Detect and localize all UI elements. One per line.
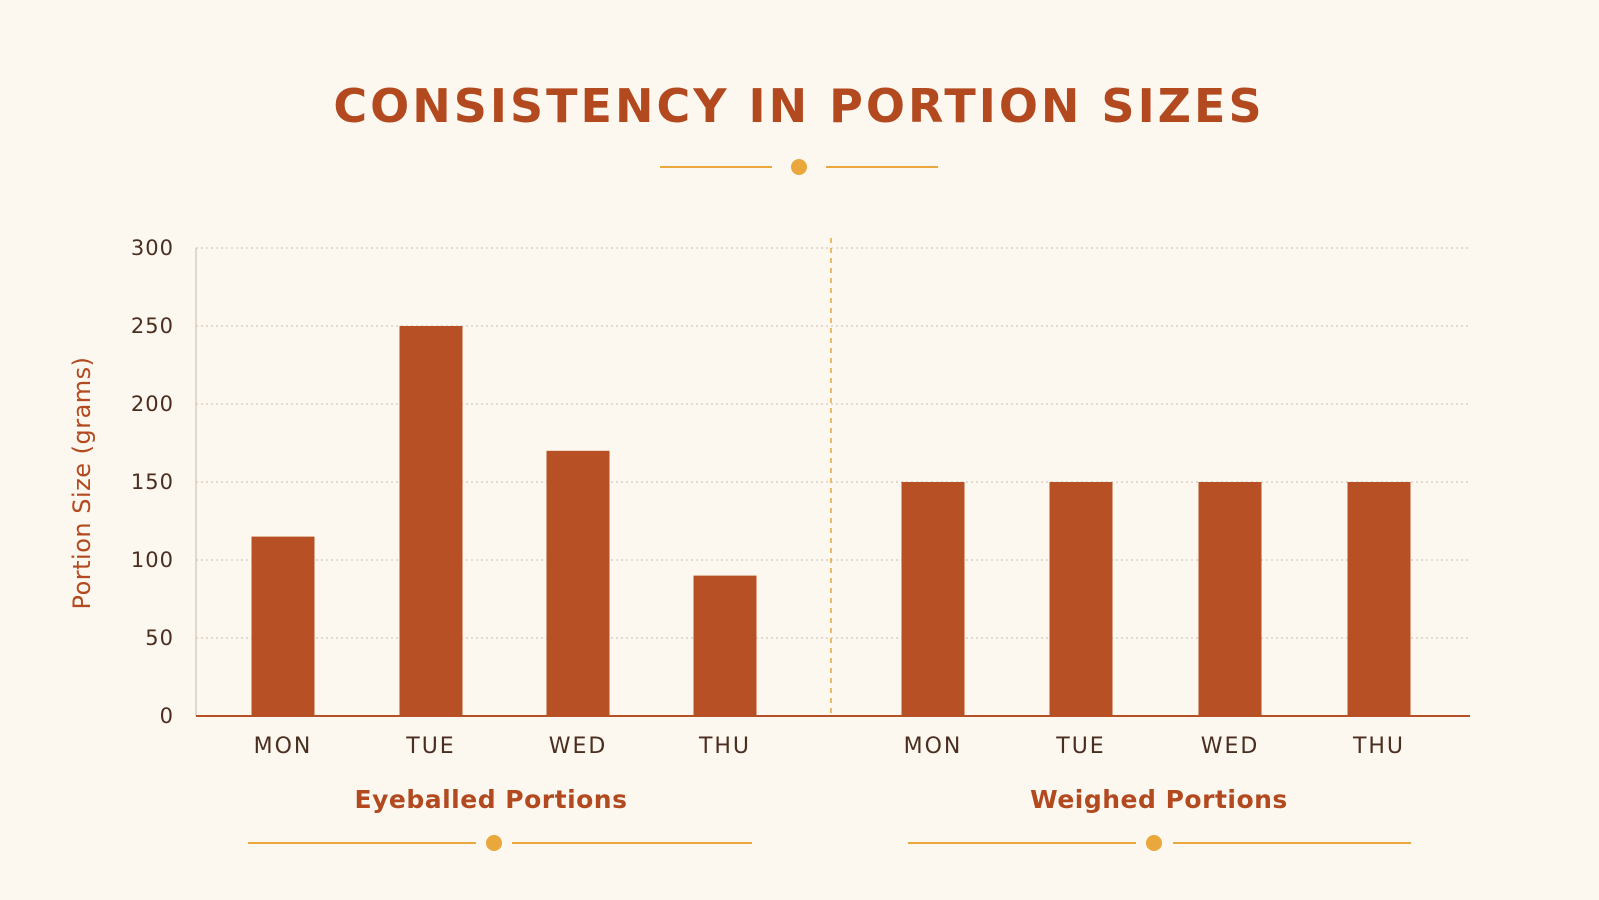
x-axis-category-labels: MON TUE WED THU MON TUE WED THU (254, 734, 1405, 759)
bar (901, 482, 965, 716)
chart-title: CONSISTENCY IN PORTION SIZES (333, 79, 1264, 133)
x-category-label: THU (1352, 734, 1405, 759)
gridlines (196, 247, 1470, 639)
bars (251, 326, 1411, 716)
group-ornament-dot (1146, 835, 1162, 851)
bar (1049, 482, 1113, 716)
x-category-label: WED (1201, 734, 1260, 759)
x-category-label: MON (254, 734, 313, 759)
group-ornament-dot (486, 835, 502, 851)
group-labels: Eyeballed Portions Weighed Portions (248, 785, 1411, 851)
x-category-label: TUE (1055, 734, 1105, 759)
y-tick-label: 150 (131, 470, 174, 494)
y-tick-label: 0 (160, 704, 174, 728)
group-label: Weighed Portions (1030, 785, 1288, 814)
y-tick-label: 200 (131, 392, 174, 416)
y-axis-label: Portion Size (grams) (68, 356, 96, 609)
x-category-label: MON (904, 734, 963, 759)
title-ornament-dot (791, 159, 807, 175)
y-tick-label: 300 (131, 236, 174, 260)
title-ornament (660, 159, 938, 175)
x-category-label: WED (549, 734, 608, 759)
y-tick-label: 50 (145, 626, 174, 650)
bar (546, 450, 610, 716)
group-label: Eyeballed Portions (355, 785, 628, 814)
bar (1347, 482, 1411, 716)
y-tick-label: 100 (131, 548, 174, 572)
x-category-label: THU (698, 734, 751, 759)
y-axis-ticks: 0 50 100 150 200 250 300 (131, 236, 174, 728)
y-tick-label: 250 (131, 314, 174, 338)
x-category-label: TUE (405, 734, 455, 759)
bar (251, 536, 315, 716)
bar (399, 326, 463, 716)
bar (1198, 482, 1262, 716)
bar (693, 575, 757, 716)
